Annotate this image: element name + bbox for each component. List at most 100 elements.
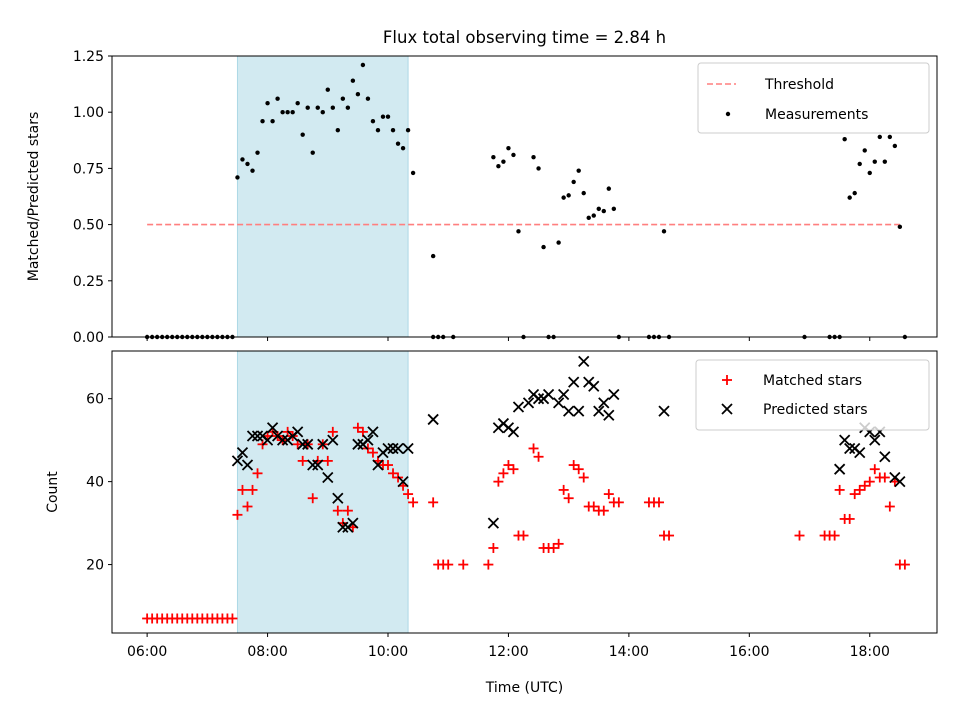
bottom-y-ticks: 20 40 60 bbox=[86, 392, 112, 574]
matched-star-point bbox=[498, 468, 509, 479]
predicted-star-point bbox=[542, 388, 555, 401]
matched-star-point bbox=[297, 455, 308, 466]
measurement-point bbox=[897, 224, 903, 230]
predicted-star-point bbox=[487, 517, 500, 529]
measurement-point bbox=[325, 87, 330, 92]
predicted-star-point bbox=[603, 409, 615, 421]
matched-star-point bbox=[327, 426, 338, 437]
predicted-star-point bbox=[261, 434, 274, 446]
measurement-point bbox=[847, 195, 852, 200]
top-axes-frame bbox=[111, 55, 938, 338]
matched-star-point bbox=[849, 489, 860, 500]
predicted-star-point bbox=[532, 393, 545, 405]
predicted-star-point bbox=[869, 434, 881, 446]
measurement-point bbox=[561, 195, 566, 200]
matched-star-point bbox=[237, 484, 248, 495]
legend-x-mark bbox=[721, 403, 733, 415]
matched-star-point bbox=[307, 493, 318, 504]
measurement-point bbox=[400, 145, 406, 151]
y-tick-label: 0.25 bbox=[73, 274, 104, 290]
predicted-star-point bbox=[276, 434, 289, 446]
measurement-point bbox=[385, 114, 391, 119]
predicted-star-point bbox=[236, 446, 249, 459]
measurement-point bbox=[315, 105, 320, 110]
measurement-point bbox=[240, 157, 245, 162]
predicted-star-point bbox=[844, 442, 856, 455]
predicted-star-point bbox=[879, 451, 891, 463]
legend-predicted-swatch bbox=[721, 403, 733, 415]
top-y-ticks: 0.00 0.25 0.50 0.75 1.00 1.25 bbox=[73, 49, 112, 346]
measurement-point bbox=[601, 208, 606, 214]
matched-star-point bbox=[503, 460, 514, 471]
matched-star-point bbox=[553, 538, 564, 549]
matched-star-point bbox=[834, 484, 845, 495]
predicted-star-point bbox=[392, 442, 404, 455]
matched-star-point bbox=[408, 497, 419, 508]
measurement-point bbox=[581, 190, 586, 196]
matched-star-point bbox=[483, 559, 494, 570]
measurement-point bbox=[591, 213, 596, 218]
legend-plus-mark bbox=[722, 375, 732, 385]
matched-star-point bbox=[322, 455, 333, 466]
measurement-point bbox=[531, 154, 536, 160]
measurement-point bbox=[335, 127, 341, 133]
measurement-point bbox=[556, 240, 561, 245]
y-tick-label: 0.50 bbox=[73, 218, 104, 234]
predicted-star-point bbox=[522, 397, 535, 409]
measurement-point bbox=[285, 110, 290, 115]
predicted-star-point bbox=[312, 459, 324, 471]
measurement-point bbox=[330, 105, 336, 110]
predicted-star-point bbox=[382, 442, 394, 455]
predicted-star-point bbox=[402, 442, 414, 455]
matched-star-point bbox=[573, 464, 584, 475]
predicted-star-point bbox=[563, 405, 575, 417]
predicted-star-point bbox=[297, 438, 309, 450]
matched-star-point bbox=[247, 484, 258, 495]
matched-star-point bbox=[568, 460, 579, 471]
measurement-point bbox=[320, 110, 325, 115]
x-tick-label: 10:00 bbox=[368, 644, 408, 660]
predicted-star-point bbox=[593, 405, 605, 417]
measurement-point bbox=[310, 150, 315, 155]
predicted-star-point bbox=[251, 430, 264, 442]
legend-threshold-label: Threshold bbox=[764, 77, 834, 93]
measurement-point bbox=[852, 190, 857, 196]
matched-star-point bbox=[603, 489, 614, 500]
predicted-star-point bbox=[658, 405, 670, 417]
measurement-point bbox=[250, 168, 255, 173]
predicted-star-point bbox=[352, 438, 364, 450]
measurement-point bbox=[491, 154, 496, 160]
matched-star-point bbox=[854, 484, 865, 495]
bottom-legend-box bbox=[695, 359, 930, 431]
y-tick-label: 20 bbox=[86, 558, 104, 574]
measurement-point bbox=[496, 163, 501, 169]
measurement-point bbox=[877, 134, 882, 140]
predicted-star-point bbox=[427, 413, 439, 426]
predicted-star-point bbox=[246, 430, 259, 442]
measurement-point bbox=[300, 132, 305, 137]
legend-measurement-swatch bbox=[725, 111, 731, 117]
y-tick-label: 0.00 bbox=[73, 330, 104, 346]
measurement-point bbox=[430, 253, 436, 259]
predicted-star-point bbox=[512, 401, 525, 413]
measurement-point bbox=[365, 96, 371, 101]
measurement-point bbox=[245, 161, 250, 167]
matched-star-point bbox=[528, 443, 539, 454]
predicted-star-point bbox=[241, 459, 254, 471]
predicted-star-point bbox=[322, 471, 334, 484]
star-count-points bbox=[142, 355, 910, 624]
top-legend-box bbox=[697, 62, 930, 134]
matched-star-point bbox=[443, 559, 454, 570]
matched-star-point bbox=[558, 484, 569, 495]
top-highlight-region bbox=[236, 55, 409, 338]
matched-star-point bbox=[879, 472, 890, 483]
measurement-point bbox=[295, 101, 300, 106]
measurement-point bbox=[235, 175, 240, 180]
matched-star-point bbox=[563, 493, 574, 504]
matched-star-point bbox=[508, 464, 519, 475]
measurement-point bbox=[576, 168, 581, 173]
bottom-x-ticks: 06:00 08:00 10:00 12:00 14:00 16:00 18:00 bbox=[127, 633, 890, 660]
measurement-point bbox=[410, 170, 416, 176]
matched-star-point bbox=[884, 501, 895, 512]
matched-star-point bbox=[242, 501, 253, 512]
